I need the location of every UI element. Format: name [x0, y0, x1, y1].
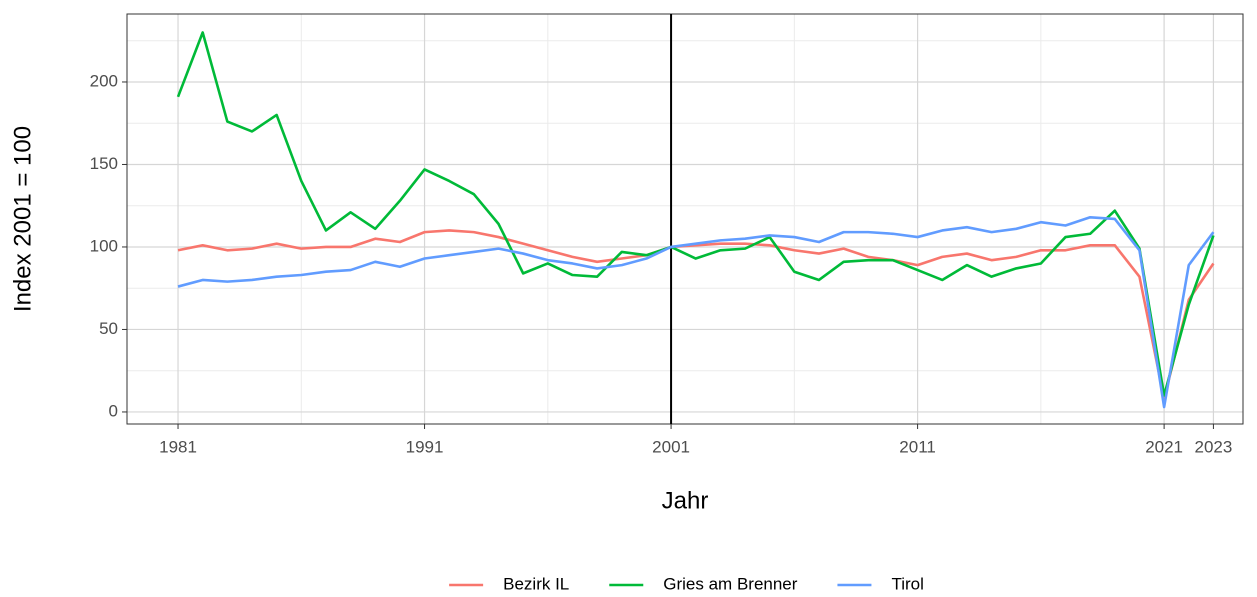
legend-label: Bezirk IL — [503, 574, 569, 593]
panel-border — [126, 13, 1244, 425]
x-tick-label: 1981 — [159, 437, 197, 456]
y-tick-label: 50 — [99, 319, 118, 338]
x-tick-label: 1991 — [406, 437, 444, 456]
legend-label: Tirol — [891, 574, 923, 593]
y-tick-label: 200 — [90, 71, 118, 90]
legend-label: Gries am Brenner — [663, 574, 797, 593]
y-axis-title: Index 2001 = 100 — [9, 126, 36, 312]
x-tick-label: 2001 — [652, 437, 690, 456]
y-tick-label: 100 — [90, 236, 118, 255]
x-tick-label: 2021 — [1145, 437, 1183, 456]
x-tick-label: 2011 — [899, 437, 936, 456]
series-line — [176, 31, 1215, 397]
x-axis-title: Jahr — [662, 487, 709, 514]
x-tick-label: 2023 — [1195, 437, 1233, 456]
series-line — [177, 215, 1215, 409]
y-tick-label: 0 — [109, 401, 118, 420]
series-line — [177, 229, 1215, 401]
y-tick-label: 150 — [90, 154, 118, 173]
